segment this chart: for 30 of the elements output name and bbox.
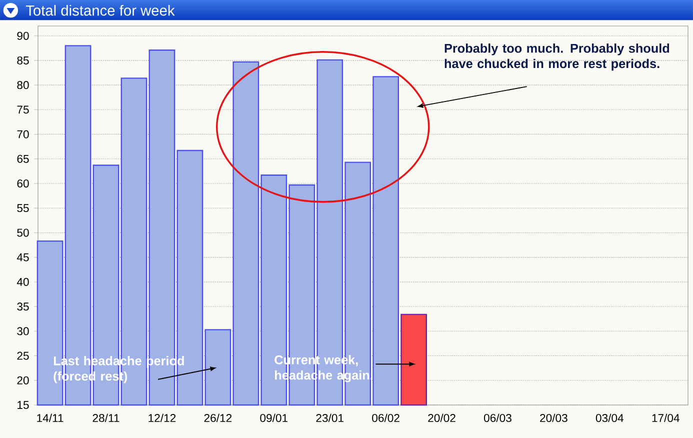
- x-tick-label: 28/11: [92, 414, 120, 422]
- y-tick-label: 35: [17, 302, 29, 311]
- x-tick-label: 06/02: [372, 414, 400, 422]
- x-tick-label: 03/04: [596, 414, 624, 422]
- y-tick-label: 85: [17, 56, 29, 64]
- y-tick-label: 40: [16, 278, 29, 286]
- x-tick-label: 17/04: [652, 414, 680, 422]
- y-tick-label: 50: [17, 228, 29, 237]
- y-tick-label: 15: [18, 401, 29, 409]
- x-tick-label: 14/11: [37, 414, 64, 422]
- x-tick-label: 26/12: [204, 414, 232, 422]
- y-tick-label: 75: [17, 106, 29, 114]
- y-tick-label: 25: [17, 352, 29, 360]
- y-tick-label: 30: [17, 327, 29, 336]
- x-tick-label: 12/12: [148, 414, 176, 422]
- y-tick-label: 90: [17, 32, 29, 40]
- y-tick-label: 80: [17, 81, 29, 90]
- x-tick-label: 20/03: [540, 414, 568, 422]
- y-tick-label: 20: [17, 376, 29, 384]
- y-tick-label: 45: [16, 253, 29, 262]
- y-tick-label: 70: [17, 130, 29, 138]
- y-tick-label: 65: [17, 154, 29, 163]
- annotation: Probably too much. Probably should have chucked in more rest periods.: [444, 43, 670, 71]
- x-tick-label: 23/01: [316, 414, 344, 422]
- x-tick-label: 20/02: [428, 414, 456, 422]
- x-tick-label: 09/01: [260, 414, 288, 422]
- y-tick-label: 60: [17, 179, 29, 188]
- x-tick-label: 06/03: [484, 414, 512, 422]
- chart-title: Total distance for week: [26, 4, 175, 16]
- y-tick-label: 55: [17, 204, 29, 212]
